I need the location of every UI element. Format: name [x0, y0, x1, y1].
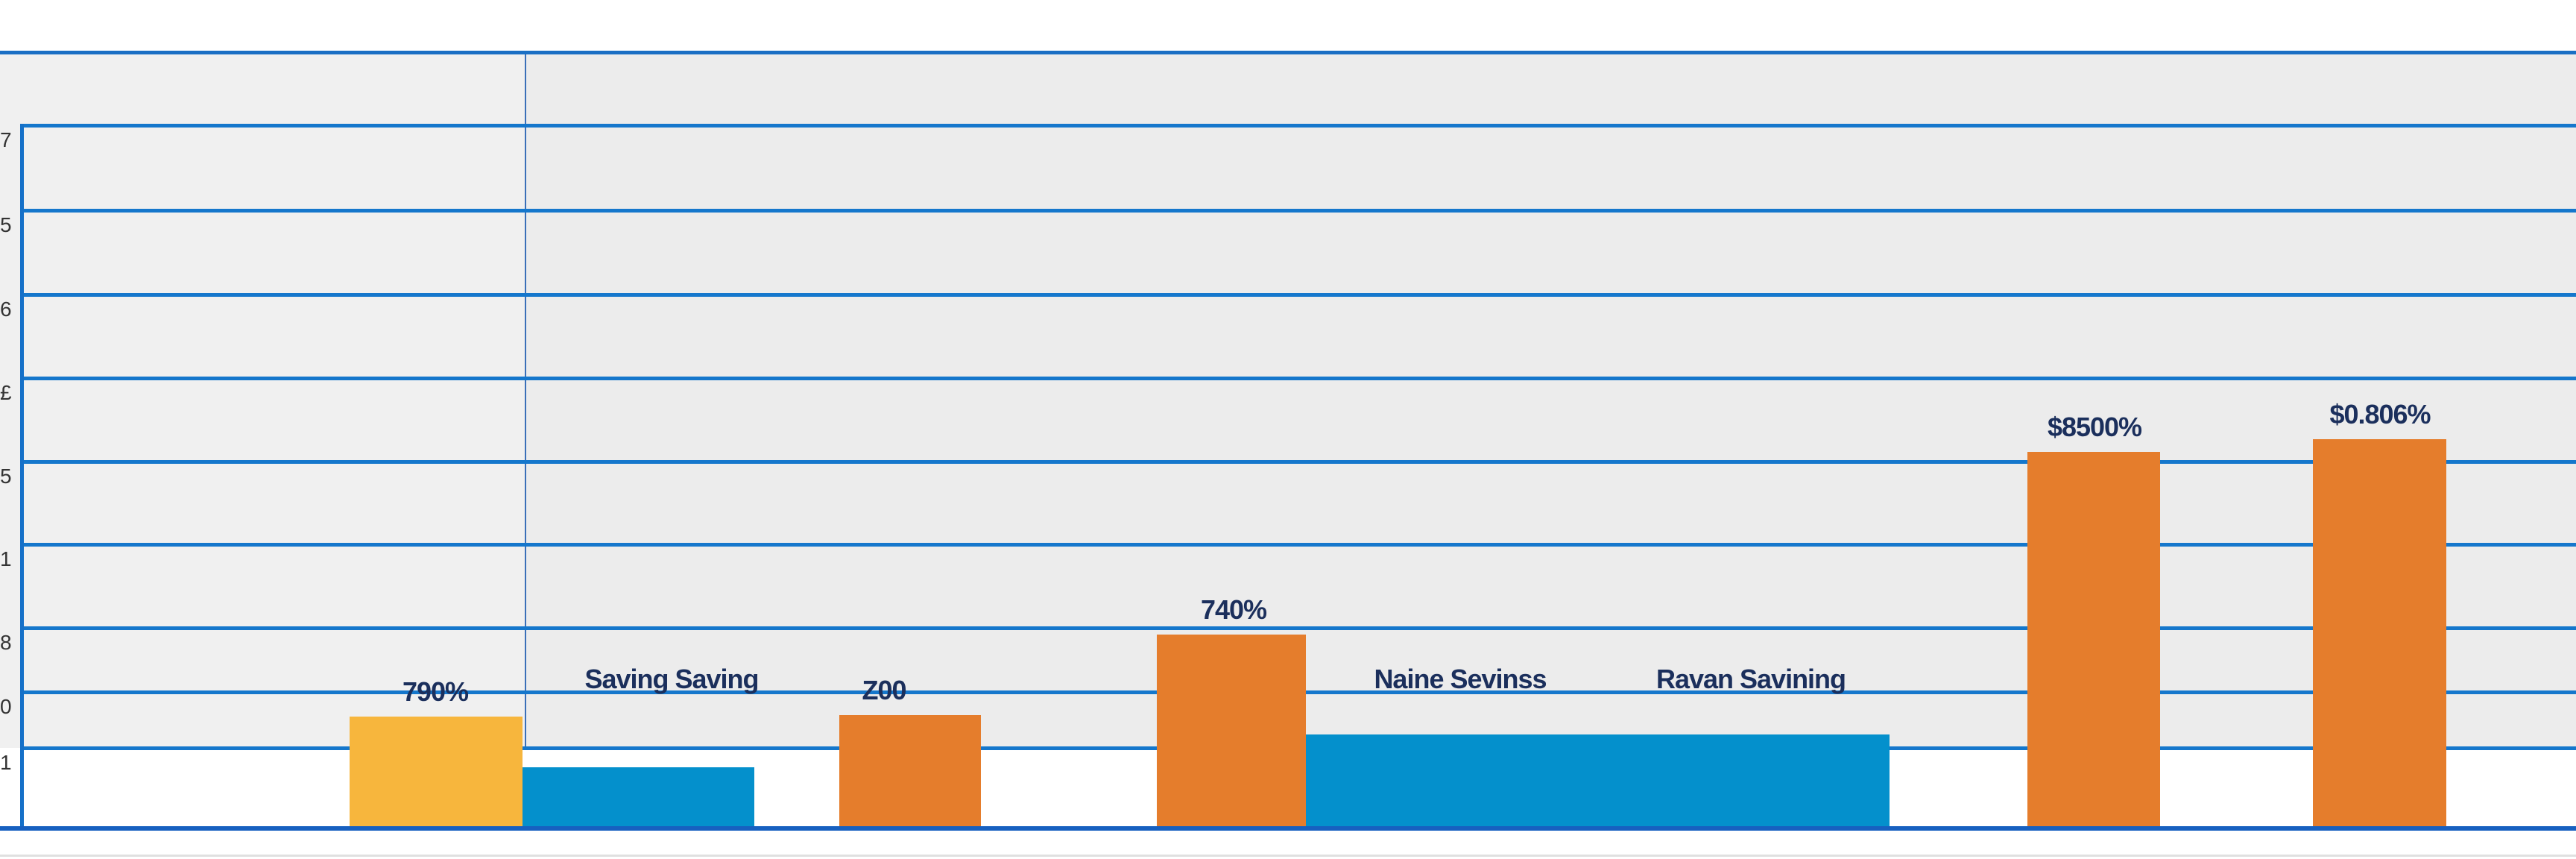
data-label: Ravan Savining: [1655, 664, 1846, 694]
y-tick-label: 1: [0, 547, 12, 571]
data-label: Saving Saving: [584, 664, 759, 694]
y-tick-label: 0: [0, 695, 12, 719]
y-axis-line: [20, 124, 24, 829]
gridline: [22, 543, 2576, 547]
bar: [2313, 439, 2446, 828]
x-axis-line: [0, 826, 2576, 831]
bar: [2027, 452, 2160, 828]
y-tick-label: 6: [0, 298, 12, 321]
bar: [839, 715, 981, 828]
bar: [1306, 734, 1565, 828]
y-tick-label: 5: [0, 465, 12, 488]
y-tick-label: 8: [0, 630, 12, 654]
y-tick-label: 5: [0, 213, 12, 236]
bar: [350, 717, 523, 828]
data-label: $0.806%: [2329, 399, 2431, 430]
gridline: [22, 293, 2576, 298]
data-label: Naine Sevinss: [1374, 664, 1547, 694]
gridline: [22, 208, 2576, 213]
gridline: [22, 460, 2576, 465]
bottom-border: [0, 855, 2576, 857]
data-label: 740%: [1200, 594, 1267, 625]
bar: [1157, 634, 1306, 828]
data-label: 790%: [402, 676, 469, 708]
plot-background-left-panel: [0, 54, 525, 748]
gridline: [22, 626, 2576, 630]
bar: [523, 767, 754, 828]
data-label: Z00: [862, 675, 906, 706]
panel-divider: [525, 54, 526, 748]
gridline: [22, 377, 2576, 381]
data-label: $8500%: [2047, 412, 2142, 443]
y-tick-label: 7: [0, 128, 12, 151]
y-tick-label: 1: [0, 750, 12, 774]
y-tick-label: £: [0, 381, 12, 405]
bar: [1565, 734, 1890, 828]
gridline: [22, 124, 2576, 128]
top-border: [0, 51, 2576, 54]
